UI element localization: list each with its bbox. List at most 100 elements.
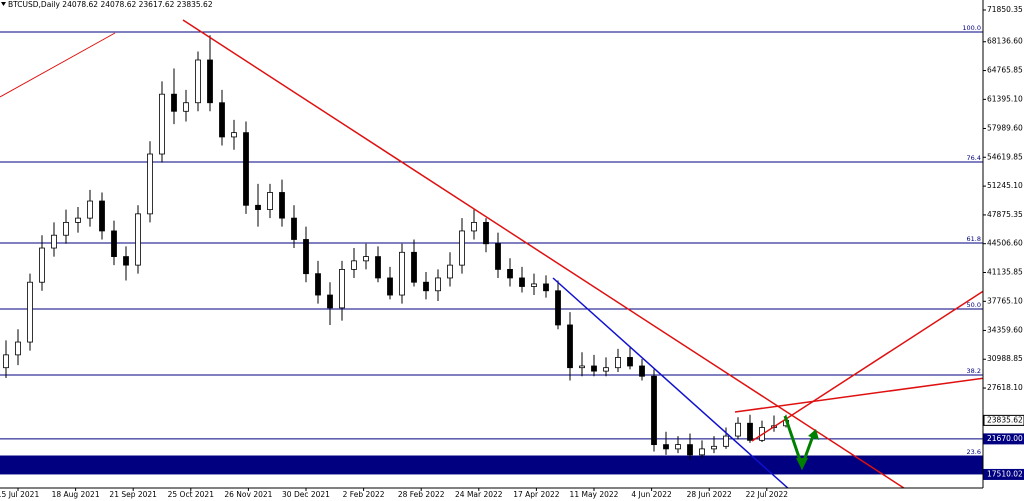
candle-body (315, 273, 321, 296)
candle-body (123, 256, 129, 266)
candle-body (555, 290, 561, 326)
fib-label: 50.0 (967, 301, 981, 309)
trendline (751, 289, 986, 442)
x-tick-label: 11 May 2022 (570, 490, 619, 499)
price-box (983, 414, 1024, 426)
candle-body (363, 256, 369, 262)
x-tick-label: 28 Jun 2022 (687, 490, 732, 499)
fib-label: 100.0 (962, 24, 981, 32)
x-tick-label: 28 Feb 2022 (398, 490, 445, 499)
candle-body (447, 264, 453, 279)
y-tick-label: 54619.85 (987, 152, 1023, 161)
candle-body (303, 239, 309, 275)
candle-body (63, 221, 69, 236)
demand-zone (0, 456, 983, 475)
candle-body (207, 59, 213, 104)
x-tick-label: 18 Aug 2021 (52, 490, 100, 499)
candle-body (687, 444, 693, 456)
x-tick-label: 17 Apr 2022 (513, 490, 560, 499)
candle-body (267, 192, 273, 210)
y-tick-label: 61395.10 (987, 94, 1023, 103)
candle-body (699, 448, 705, 456)
candle-body (195, 59, 201, 104)
chart-title: BTCUSD,Daily 24078.62 24078.62 23617.62 … (8, 0, 213, 9)
candle-body (663, 444, 669, 450)
candle-body (171, 93, 177, 112)
menu-arrow (1, 2, 6, 6)
candle-body (327, 294, 333, 309)
fib-label: 76.4 (967, 154, 981, 162)
x-tick-label: 22 Jul 2022 (746, 490, 789, 499)
trendline (734, 377, 986, 413)
price-label: 17510.02 (987, 469, 1023, 478)
y-tick-label: 57989.60 (987, 123, 1023, 132)
candle-body (75, 217, 81, 223)
time-axis (0, 488, 1024, 501)
price-box (983, 468, 1024, 480)
price-box (983, 433, 1024, 445)
candle-body (507, 269, 513, 279)
y-tick-label: 37765.10 (987, 296, 1023, 305)
y-tick-label: 44506.60 (987, 239, 1023, 248)
candle-body (219, 102, 225, 138)
arrow-head (796, 458, 808, 470)
candle-body (387, 277, 393, 296)
x-tick-label: 24 Mar 2022 (455, 490, 503, 499)
candle-body (279, 192, 285, 219)
candle-body (627, 357, 633, 367)
candle-body (639, 365, 645, 377)
trendline (182, 19, 911, 493)
y-tick-label: 64765.85 (987, 66, 1023, 75)
y-tick-label: 41135.85 (987, 268, 1023, 277)
candle-body (747, 422, 753, 441)
x-tick-label: 15 Jul 2021 (0, 490, 39, 499)
candle-body (483, 221, 489, 245)
candle-body (243, 132, 249, 206)
y-tick-label: 27618.10 (987, 383, 1023, 392)
candle-body (51, 234, 57, 249)
fib-label: 23.6 (967, 448, 981, 456)
candle-body (147, 153, 153, 215)
candle-body (183, 102, 189, 112)
trendline (552, 277, 791, 491)
candle-body (3, 354, 9, 369)
y-tick-label: 47875.35 (987, 210, 1023, 219)
candle-body (531, 283, 537, 287)
candle-body (135, 213, 141, 266)
candle-body (423, 281, 429, 292)
candle-body (111, 230, 117, 257)
candle-body (291, 217, 297, 240)
y-tick-label: 34359.60 (987, 325, 1023, 334)
x-tick-label: 30 Dec 2021 (282, 490, 330, 499)
fib-label: 38.2 (967, 367, 981, 375)
plot-area: 100.0 76.4 61.8 50.0 38.2 23.6 (0, 24, 983, 475)
candle-body (519, 277, 525, 287)
y-tick-label: 68136.60 (987, 37, 1023, 46)
candle-body (351, 260, 357, 270)
candle-body (615, 357, 621, 369)
candle-body (99, 200, 105, 232)
candle-body (579, 365, 585, 369)
candle-body (735, 422, 741, 437)
candle-body (87, 200, 93, 219)
candle-body (435, 277, 441, 292)
candle-body (459, 230, 465, 266)
y-tick-label: 71850.35 (987, 5, 1023, 14)
candle-body (255, 204, 261, 210)
candle-body (495, 243, 501, 270)
trendline (0, 32, 116, 98)
candle-body (15, 341, 21, 356)
price-label: 23835.62 (987, 415, 1023, 424)
candle-body (543, 283, 549, 292)
y-tick-label: 51245.10 (987, 181, 1023, 190)
price-label: 21670.00 (987, 434, 1023, 443)
candle-body (567, 324, 573, 369)
axes: 71850.35 68136.60 64765.85 61395.10 57989.60… (0, 5, 1024, 499)
candle-body (231, 132, 237, 138)
fib-label: 61.8 (967, 235, 981, 243)
x-tick-label: 21 Sep 2021 (109, 490, 157, 499)
candle-body (603, 367, 609, 372)
x-tick-label: 4 Jun 2022 (631, 490, 672, 499)
